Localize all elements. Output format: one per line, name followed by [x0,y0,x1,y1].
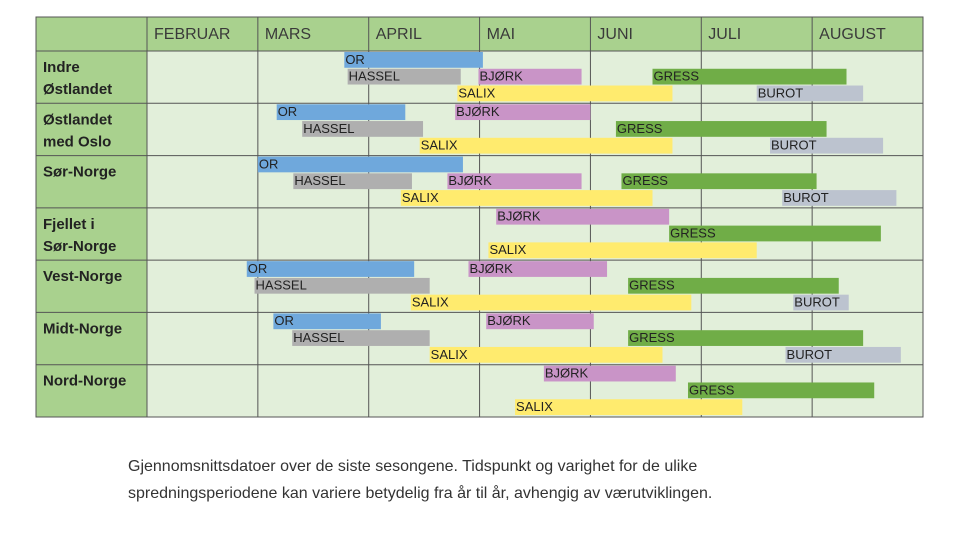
bar [628,330,864,346]
bar-label: GRESS [629,278,675,293]
month-label: JUNI [597,26,633,43]
bar [669,225,881,242]
bar-label: GRESS [689,382,735,397]
bar-label: BJØRK [456,104,500,119]
bar-label: HASSEL [256,278,307,293]
bar [302,121,424,137]
bar [246,261,415,277]
bar [621,173,817,190]
region-label: Fjellet i [43,216,95,233]
bar-label: GRESS [617,121,663,136]
bar [543,365,676,382]
bar-label: SALIX [421,138,458,153]
bar [782,190,897,206]
region-label: Vest-Norge [43,268,122,285]
region-label: Østlandet [43,111,112,128]
region-label: Midt-Norge [43,320,122,337]
bar-label: BJØRK [545,366,589,381]
label-col-bg [36,51,147,417]
caption: Gjennomsnittsdatoer over de siste sesong… [128,458,697,475]
bar-label: BUROT [794,294,840,309]
bar [447,173,582,190]
bar-label: BJØRK [448,173,492,188]
bar [515,399,743,415]
bar-label: BUROT [787,347,833,362]
bar [254,277,430,294]
month-label: FEBRUAR [154,26,230,43]
bar [628,277,839,294]
bar [652,68,847,85]
bar [457,85,673,102]
month-label: MARS [265,26,311,43]
bar-label: GRESS [654,69,700,84]
bar-label: BUROT [783,190,829,205]
bar [257,156,463,173]
bar-label: GRESS [670,225,716,240]
bar [429,346,663,363]
bar [419,137,673,154]
bar [615,121,827,137]
bar-label: HASSEL [293,330,344,345]
bar [468,261,608,277]
bar-label: SALIX [402,190,439,205]
region-label: Sør-Norge [43,164,116,181]
bar-label: BJØRK [469,261,513,276]
region-label: Sør-Norge [43,238,116,255]
bar [292,330,430,346]
bar [410,294,692,311]
bar-label: SALIX [458,85,495,100]
table-border [35,16,924,418]
bar-label: OR [278,104,298,119]
bar [276,104,406,121]
month-label: MAI [487,26,515,43]
bar [486,313,594,330]
bar-label: BUROT [758,85,804,100]
month-label: AUGUST [819,26,886,43]
bar-label: SALIX [431,347,468,362]
region-label: med Oslo [43,133,111,150]
bar-label: OR [259,156,279,171]
bar-label: SALIX [412,294,449,309]
region-label: Nord-Norge [43,373,126,390]
bar [273,313,381,330]
bar-label: BJØRK [487,313,531,328]
bar [793,294,849,311]
bar [293,173,412,190]
month-label: JULI [708,26,741,43]
bar-label: SALIX [489,242,526,257]
bar [785,346,901,363]
bar-label: BUROT [771,138,817,153]
bar-label: HASSEL [349,69,400,84]
bar [756,85,864,102]
caption: spredningsperiodene kan variere betydeli… [128,484,712,502]
bar-label: OR [248,261,268,276]
bar-label: HASSEL [303,121,354,136]
bar-label: GRESS [629,330,675,345]
bar-label: BJØRK [497,209,541,224]
bar [347,68,461,85]
bar [488,242,757,259]
bar-label: GRESS [622,173,668,188]
bar [770,137,884,154]
bar [455,104,591,121]
bar-label: OR [345,52,365,67]
region-label: Indre [43,59,80,76]
bar [496,208,670,225]
bar-label: SALIX [516,399,553,414]
bar [400,190,653,206]
region-label: Østlandet [43,81,112,98]
bar [687,382,875,399]
month-label: APRIL [376,26,422,43]
bar-label: OR [274,313,294,328]
bar-label: BJØRK [479,69,523,84]
bar [344,52,483,68]
bar [478,68,582,85]
bar-label: HASSEL [294,173,345,188]
